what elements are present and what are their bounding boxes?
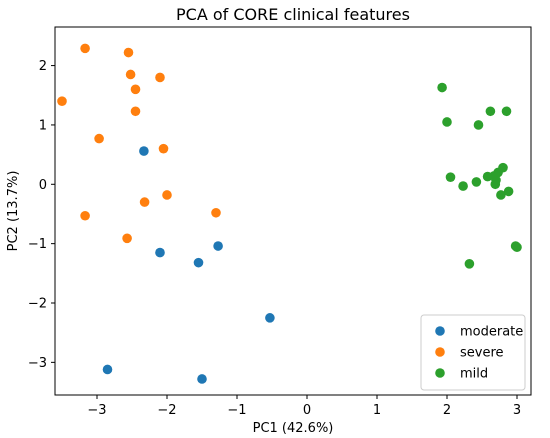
- y-axis-ticks: −3 −2 −1 0 1 2: [28, 59, 55, 371]
- y-axis-label: PC2 (13.7%): [6, 171, 21, 252]
- point-mild-6: [471, 177, 482, 187]
- point-severe-1: [123, 47, 134, 58]
- point-severe-11: [211, 207, 221, 218]
- series-moderate: [102, 146, 275, 384]
- x-tick-label: −2: [157, 403, 176, 418]
- point-mild-15: [503, 186, 514, 197]
- chart-title: PCA of CORE clinical features: [176, 5, 410, 24]
- y-tick-label: −1: [28, 237, 47, 252]
- point-severe-2: [125, 69, 136, 80]
- legend-label-moderate: moderate: [460, 325, 523, 340]
- point-severe-6: [130, 106, 141, 117]
- point-moderate-6: [197, 374, 207, 384]
- point-mild-4: [473, 120, 484, 130]
- y-tick-label: 2: [39, 59, 47, 74]
- point-mild-2: [485, 106, 496, 117]
- series-mild: [437, 82, 522, 269]
- point-moderate-2: [213, 241, 223, 251]
- point-mild-14: [496, 190, 506, 200]
- legend-marker-severe: [435, 347, 445, 357]
- x-tick-label: 3: [513, 403, 521, 418]
- x-tick-label: 0: [303, 403, 311, 418]
- point-mild-17: [512, 242, 522, 253]
- point-mild-7: [458, 181, 468, 191]
- point-mild-13: [490, 179, 501, 190]
- x-tick-label: 1: [373, 403, 381, 418]
- x-axis-label: PC1 (42.6%): [253, 421, 334, 436]
- series-severe: [57, 43, 221, 244]
- point-mild-5: [445, 172, 456, 182]
- y-tick-label: 0: [39, 178, 47, 193]
- legend-label-severe: severe: [460, 346, 504, 361]
- legend-marker-moderate: [435, 326, 445, 336]
- scatter-points-layer: [57, 43, 522, 384]
- point-moderate-0: [139, 146, 149, 156]
- point-moderate-1: [155, 247, 165, 258]
- x-tick-label: −1: [227, 403, 246, 418]
- point-moderate-5: [102, 364, 113, 375]
- point-severe-8: [158, 143, 169, 154]
- point-mild-3: [501, 106, 512, 117]
- legend-entries: moderate severe mild: [435, 325, 523, 382]
- x-axis-ticks: −3 −2 −1 0 1 2 3: [87, 395, 521, 418]
- point-severe-13: [122, 233, 132, 244]
- legend-label-mild: mild: [460, 367, 488, 382]
- y-tick-label: −2: [28, 297, 47, 312]
- point-severe-4: [130, 84, 141, 95]
- point-moderate-4: [265, 313, 275, 323]
- point-severe-0: [80, 43, 90, 54]
- legend: moderate severe mild: [420, 314, 526, 391]
- point-severe-9: [162, 190, 172, 200]
- point-severe-12: [80, 210, 90, 221]
- x-tick-label: −3: [87, 403, 106, 418]
- y-tick-label: 1: [39, 118, 47, 133]
- point-mild-18: [464, 259, 475, 269]
- point-mild-1: [442, 117, 452, 127]
- x-tick-label: 2: [443, 403, 451, 418]
- point-severe-10: [139, 197, 150, 207]
- y-tick-label: −3: [28, 356, 47, 371]
- plot-area-frame: [54, 26, 532, 396]
- point-severe-7: [94, 133, 104, 144]
- point-mild-0: [437, 82, 447, 93]
- point-severe-3: [155, 72, 165, 83]
- point-moderate-3: [193, 257, 204, 268]
- point-severe-5: [57, 96, 67, 106]
- point-mild-12: [498, 162, 508, 173]
- legend-marker-mild: [435, 368, 445, 378]
- legend-box: [420, 314, 526, 391]
